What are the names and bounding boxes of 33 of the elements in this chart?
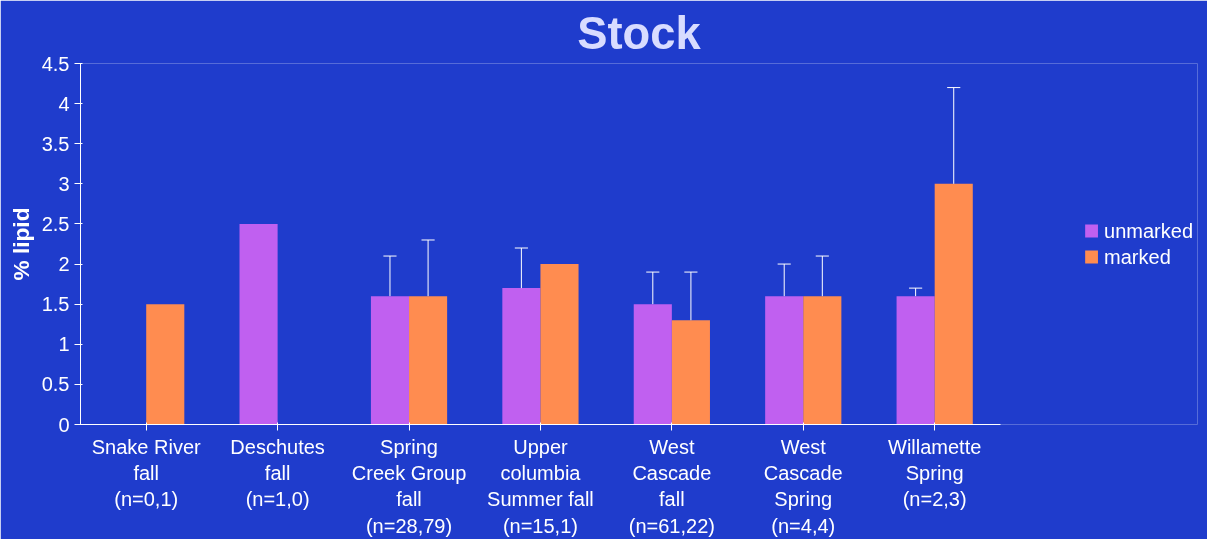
bar <box>146 304 185 425</box>
y-tick-label: 0 <box>58 413 70 436</box>
x-tick-label: Spring Creek Group fall (n=28,79) <box>351 435 467 537</box>
x-tick-label: Willamette Spring (n=2,3) <box>888 435 982 511</box>
legend-label: marked <box>1104 245 1171 268</box>
chart-title: Stock <box>577 7 702 59</box>
bar <box>239 223 278 425</box>
y-tick-label: 1.5 <box>41 293 70 316</box>
x-tick-label: Snake River fall (n=0,1) <box>91 435 202 511</box>
bar <box>803 296 842 425</box>
legend-label: unmarked <box>1104 219 1193 242</box>
x-tick-label: West Cascade Spring (n=4,4) <box>763 435 843 537</box>
x-tick-label: Upper columbia Summer fall (n=15,1) <box>487 435 594 537</box>
y-tick-label: 3 <box>58 172 70 195</box>
bar <box>502 288 541 425</box>
y-tick-label: 0.5 <box>41 373 70 396</box>
y-tick-label: 4.5 <box>41 52 70 75</box>
bar <box>540 264 579 425</box>
y-axis-title: % lipid <box>7 207 34 281</box>
bar <box>765 296 804 425</box>
y-tick-label: 1 <box>58 333 70 356</box>
x-tick-label: Deschutes fall (n=1,0) <box>230 435 325 511</box>
y-tick-label: 2 <box>58 253 70 276</box>
bar <box>934 183 973 425</box>
y-tick-label: 4 <box>58 92 70 115</box>
bar <box>370 296 410 425</box>
bar <box>896 296 935 425</box>
y-tick-label: 2.5 <box>41 212 70 235</box>
bar <box>409 296 448 425</box>
bar <box>633 304 672 425</box>
x-tick-label: West Cascade fall (n=61,22) <box>628 435 715 537</box>
bar <box>671 320 710 425</box>
y-tick-label: 3.5 <box>41 132 70 155</box>
